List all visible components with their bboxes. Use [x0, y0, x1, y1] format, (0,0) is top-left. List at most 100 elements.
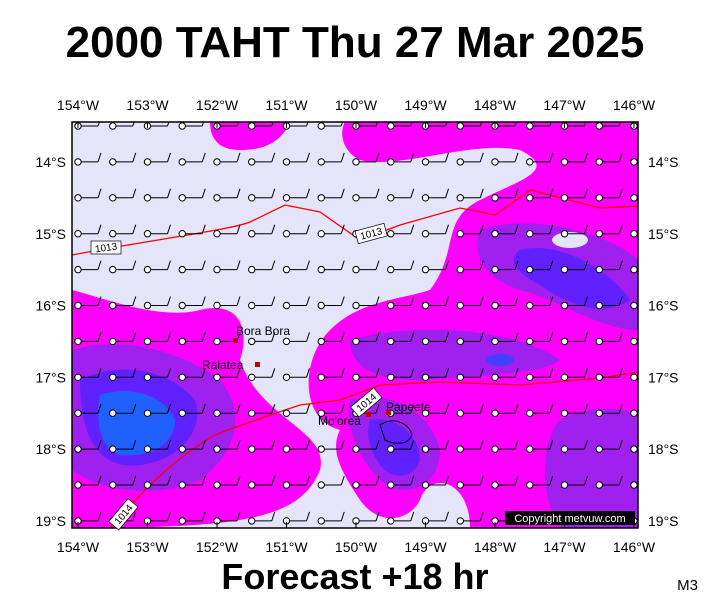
barb-flag: [236, 475, 241, 486]
barb-flag: [132, 439, 137, 450]
barb-station: [387, 230, 395, 238]
isobar-label: 1013: [90, 240, 122, 255]
wind-barb: [421, 332, 449, 346]
wind-barb: [317, 296, 345, 310]
wind-barb: [387, 224, 415, 238]
barb-station: [317, 158, 325, 166]
wind-barb: [282, 368, 310, 381]
wind-barb: [387, 332, 415, 346]
barb-flag: [201, 332, 206, 342]
barb-flag: [340, 296, 345, 306]
barb-flag: [97, 296, 102, 306]
barb-flag: [271, 296, 276, 306]
wind-barb: [352, 332, 380, 346]
barb-station: [109, 445, 117, 453]
barb-station: [109, 265, 117, 274]
barb-station: [109, 481, 117, 489]
barb-flag: [375, 404, 380, 414]
wind-barb: [178, 260, 206, 274]
barb-flag: [410, 511, 415, 522]
barb-flag: [479, 188, 484, 198]
wind-barb: [143, 332, 171, 346]
barb-station: [387, 122, 395, 130]
lon-label: 148°W: [474, 97, 517, 113]
barb-flag: [514, 368, 519, 378]
wind-barb: [282, 511, 310, 525]
lon-label: 147°W: [543, 539, 586, 555]
map-frame: [71, 121, 639, 529]
wind-barb: [491, 439, 519, 453]
wind-barb: [317, 368, 345, 381]
wind-barb: [74, 404, 102, 417]
wind-barb: [387, 152, 415, 166]
barb-flag: [236, 122, 239, 127]
barb-flag: [375, 439, 380, 450]
barb-flag: [549, 224, 554, 234]
barb-flag: [375, 122, 378, 127]
barb-station: [178, 301, 186, 310]
barb-station: [560, 265, 569, 274]
place-label: Mo'orea: [318, 414, 361, 428]
barb-station: [456, 373, 464, 381]
lon-label: 147°W: [543, 97, 586, 113]
wind-barb: [178, 122, 205, 130]
wind-barb: [560, 404, 588, 417]
barb-station: [178, 517, 186, 525]
wind-barb: [143, 260, 171, 274]
wind-barb: [178, 475, 206, 489]
barb-flag: [236, 260, 241, 270]
barb-flag: [410, 332, 415, 342]
barb-flag: [410, 296, 415, 306]
barb-flag: [410, 368, 415, 378]
barb-station: [595, 373, 603, 381]
barb-flag: [375, 260, 380, 270]
wind-barb: [143, 511, 171, 525]
barb-station: [491, 194, 499, 202]
barb-station: [282, 373, 291, 381]
barb-flag: [410, 475, 415, 486]
barb-station: [595, 445, 603, 453]
barb-flag: [271, 152, 276, 163]
barb-flag: [167, 152, 171, 163]
barb-station: [526, 301, 534, 310]
barb-station: [526, 409, 534, 417]
wind-barb: [595, 439, 623, 453]
barb-flag: [271, 475, 276, 486]
lat-label: 17°S: [648, 369, 679, 385]
wind-barb: [352, 368, 380, 381]
barb-flag: [236, 152, 241, 163]
lat-label: 18°S: [648, 441, 679, 457]
wind-barb: [387, 439, 415, 453]
barb-station: [248, 158, 256, 166]
barb-flag: [132, 511, 137, 522]
barb-station: [109, 301, 117, 310]
wind-barb: [282, 439, 310, 453]
wind-barb: [143, 224, 171, 238]
wind-barb: [421, 475, 449, 489]
wind-barb: [143, 439, 171, 453]
barb-flag: [97, 475, 102, 486]
barb-station: [387, 517, 395, 525]
barb-flag: [340, 439, 345, 450]
barb-station: [352, 481, 360, 489]
barb-flag: [201, 122, 205, 127]
barb-flag: [410, 224, 415, 234]
model-label: M3: [677, 577, 698, 594]
barb-flag: [132, 122, 135, 127]
copyright-box: [505, 511, 635, 525]
wind-barb: [74, 224, 102, 238]
barb-station: [387, 445, 395, 453]
wind-barb: [317, 511, 345, 525]
barb-station: [491, 230, 499, 238]
wind-barb: [630, 189, 657, 202]
barb-station: [282, 158, 291, 166]
barb-station: [248, 230, 256, 238]
barb-flag: [654, 476, 657, 485]
lat-label: 19°S: [35, 513, 66, 529]
barb-flag: [340, 224, 345, 234]
barb-flag: [132, 368, 137, 378]
barb-flag: [654, 189, 657, 198]
barb-station: [282, 337, 291, 346]
wind-barb: [143, 152, 171, 166]
